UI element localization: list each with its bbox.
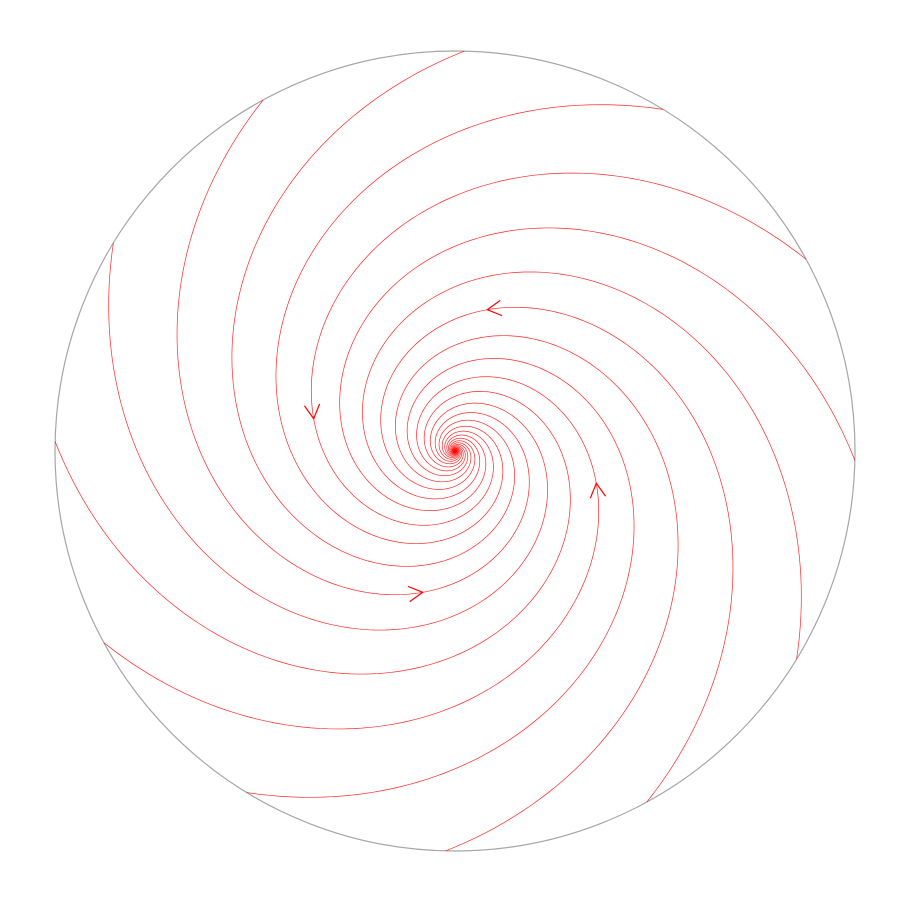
direction-arrow-group: [303, 299, 607, 603]
trajectory-curve: [380, 306, 734, 803]
trajectory-curve: [339, 227, 856, 511]
trajectory-curve: [362, 271, 802, 660]
disk-boundary: [54, 50, 856, 852]
direction-arrow: [486, 299, 503, 317]
direction-arrow: [303, 403, 321, 420]
direction-arrow: [407, 585, 424, 603]
trajectory-curve: [395, 335, 679, 852]
trajectory-curve: [246, 358, 635, 798]
trajectory-curve: [176, 99, 530, 596]
trajectory-curve: [108, 242, 548, 631]
trajectory-curve: [275, 104, 664, 544]
trajectory-curve: [103, 376, 600, 730]
trajectory-curve: [310, 172, 807, 526]
trajectory-curve: [54, 391, 571, 675]
direction-arrow: [589, 482, 607, 499]
trajectory-group: [54, 50, 856, 852]
trajectory-curve: [231, 50, 515, 567]
